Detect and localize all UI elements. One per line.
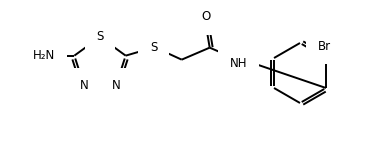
Text: Br: Br	[317, 40, 331, 53]
Text: S: S	[150, 41, 157, 54]
Text: S: S	[96, 31, 104, 44]
Text: H₂N: H₂N	[33, 49, 55, 62]
Text: O: O	[201, 10, 210, 23]
Text: N: N	[112, 79, 120, 92]
Text: NH: NH	[230, 57, 247, 70]
Text: N: N	[80, 79, 89, 92]
